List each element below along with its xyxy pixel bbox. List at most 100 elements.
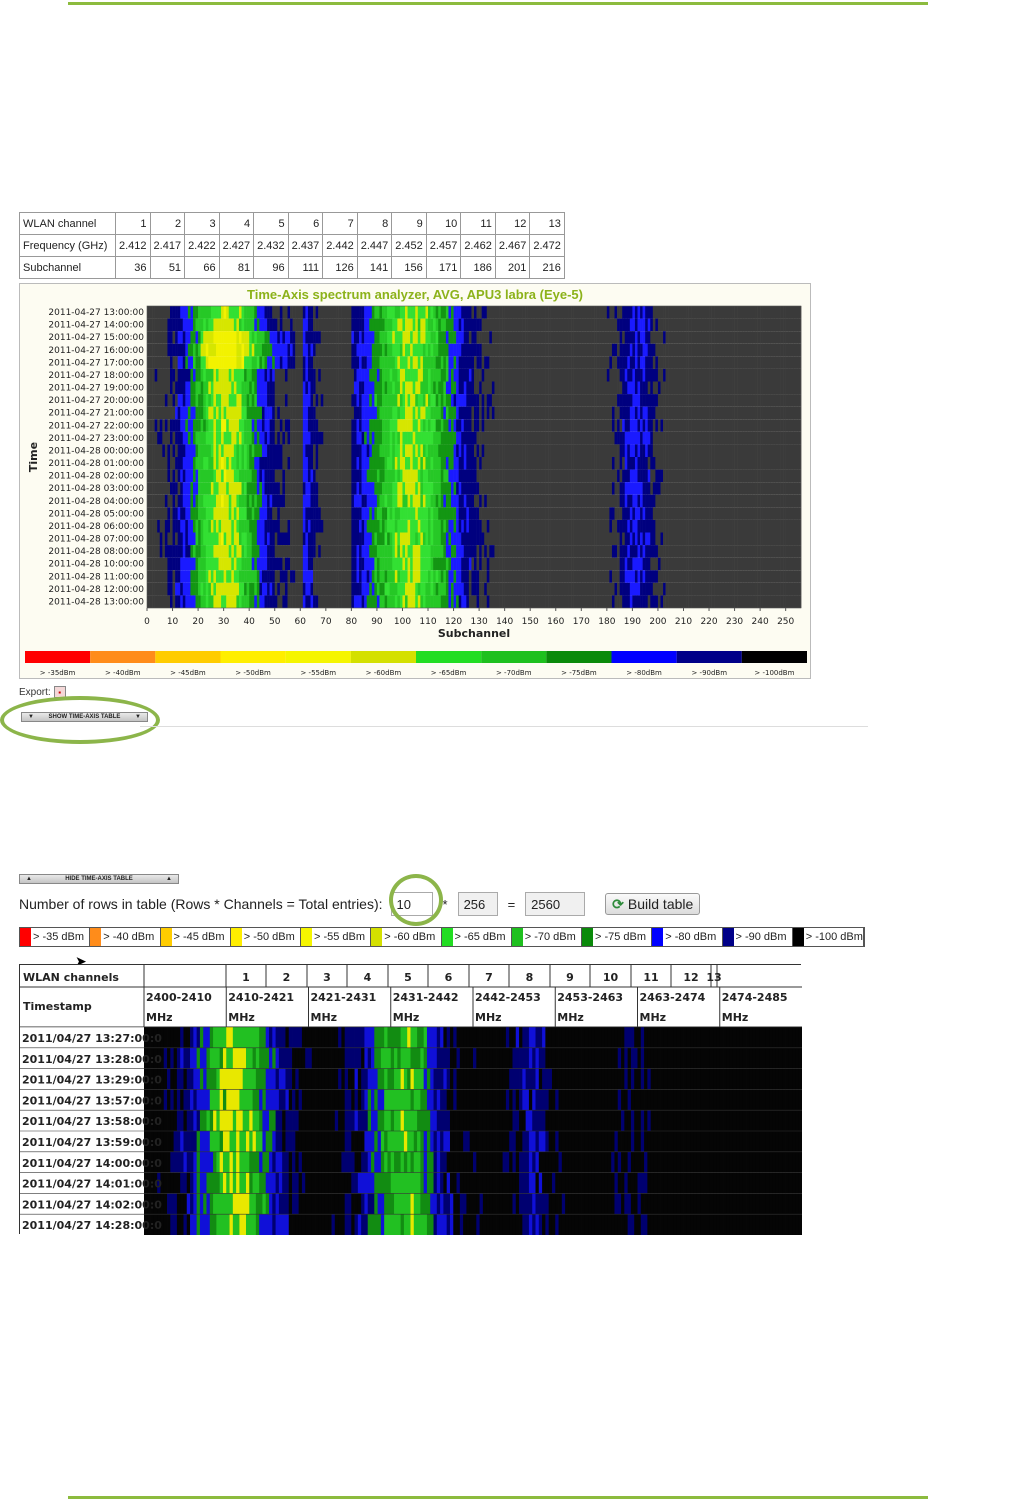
heatmap-cell — [624, 406, 628, 420]
heatmap-cell — [246, 343, 250, 357]
heatmap-cell — [338, 331, 342, 344]
heatmap-cell — [182, 519, 186, 533]
heatmap-cell — [336, 519, 339, 533]
heatmap-cell — [565, 519, 569, 533]
heatmap-cell — [182, 457, 186, 470]
heatmap-cell — [519, 519, 523, 533]
heatmap-cell — [292, 494, 296, 508]
heatmap-cell — [484, 457, 488, 470]
heatmap-cell — [527, 368, 531, 382]
heatmap-cell — [645, 406, 649, 420]
heatmap-cell — [778, 356, 781, 369]
heatmap-cell — [445, 494, 449, 508]
heatmap-cell — [484, 494, 488, 508]
heatmap-cell — [287, 545, 291, 558]
heatmap-cell — [236, 519, 240, 533]
heatmap-cell — [583, 318, 587, 332]
heatmap-cell — [182, 494, 186, 508]
heatmap-cell — [502, 431, 505, 445]
heatmap-cell — [732, 444, 735, 457]
heatmap-cell — [502, 469, 505, 483]
heatmap-cell — [412, 469, 416, 483]
heatmap-cell — [277, 356, 281, 369]
heatmap-cell — [471, 519, 475, 533]
heatmap-cell — [415, 343, 419, 357]
heatmap-cell — [445, 318, 449, 332]
heatmap-cell — [489, 482, 493, 495]
heatmap-cell — [433, 331, 436, 344]
heatmap-cell — [175, 494, 178, 508]
heatmap-cell — [157, 457, 161, 470]
heatmap-cell — [489, 394, 493, 407]
heatmap-cell — [525, 394, 528, 407]
heatmap-cell — [369, 343, 373, 357]
heatmap-cell — [770, 356, 774, 369]
heatmap-cell — [760, 444, 763, 457]
heatmap-cell — [364, 444, 368, 457]
heatmap-cell — [417, 507, 421, 520]
heatmap-cell — [177, 394, 181, 407]
heatmap-cell — [680, 356, 684, 369]
heatmap-cell — [668, 444, 672, 457]
heatmap-cell — [343, 394, 347, 407]
heatmap-cell — [382, 318, 385, 332]
heatmap-cell — [410, 507, 413, 520]
heatmap-cell — [532, 532, 536, 546]
heatmap-cell — [617, 406, 620, 420]
heatmap-cell — [601, 494, 605, 508]
heatmap-cell — [361, 394, 365, 407]
heatmap-cell — [238, 356, 242, 369]
heatmap-cell — [169, 444, 173, 457]
heatmap-cell — [752, 306, 756, 319]
heatmap-cell — [430, 406, 434, 420]
heatmap-cell — [721, 532, 725, 546]
heatmap-cell — [573, 343, 577, 357]
heatmap-cell — [175, 519, 178, 533]
heatmap-cell — [767, 356, 771, 369]
heatmap-cell — [573, 469, 577, 483]
heatmap-cell — [251, 419, 255, 432]
heatmap-cell — [514, 368, 518, 382]
heatmap-cell — [762, 532, 766, 546]
heatmap-cell — [241, 494, 245, 508]
heatmap-cell — [384, 419, 388, 432]
heatmap-cell — [601, 457, 605, 470]
heatmap-cell — [438, 469, 442, 483]
heatmap-cell — [522, 343, 526, 357]
heatmap-cell — [795, 343, 799, 357]
heatmap-cell — [772, 457, 776, 470]
heatmap-cell — [778, 343, 781, 357]
heatmap-cell — [236, 431, 240, 445]
heatmap-cell — [565, 381, 569, 395]
heatmap-cell — [244, 494, 247, 508]
heatmap-cell — [246, 482, 250, 495]
heatmap-cell — [376, 419, 380, 432]
heatmap-cell — [491, 331, 495, 344]
heatmap-cell — [333, 494, 337, 508]
heatmap-cell — [405, 368, 408, 382]
heatmap-cell — [696, 457, 700, 470]
heatmap-cell — [688, 469, 692, 483]
heatmap-cell — [749, 306, 753, 319]
heatmap-cell — [762, 482, 766, 495]
heatmap-cell — [287, 444, 291, 457]
heatmap-cell — [175, 381, 178, 395]
heatmap-cell — [537, 494, 541, 508]
heatmap-cell — [359, 306, 362, 319]
heatmap-cell — [553, 394, 557, 407]
heatmap-cell — [218, 469, 222, 483]
heatmap-cell — [734, 419, 738, 432]
heatmap-cell — [760, 431, 763, 445]
heatmap-cell — [711, 406, 715, 420]
heatmap-cell — [433, 507, 436, 520]
heatmap-cell — [361, 381, 365, 395]
heatmap-cell — [617, 457, 620, 470]
heatmap-cell — [537, 519, 541, 533]
heatmap-cell — [581, 419, 585, 432]
heatmap-cell — [302, 381, 306, 395]
heatmap-cell — [778, 419, 781, 432]
heatmap-cell — [254, 406, 258, 420]
heatmap-cell — [428, 331, 431, 344]
heatmap-cell — [210, 444, 214, 457]
heatmap-cell — [292, 394, 296, 407]
